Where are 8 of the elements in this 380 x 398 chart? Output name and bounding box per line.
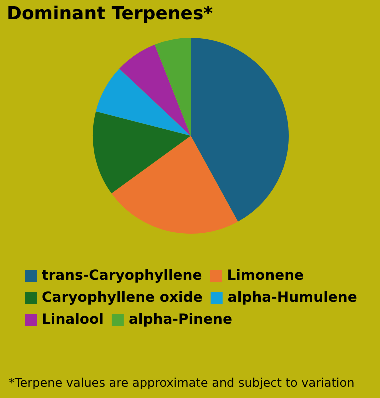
legend-label: Limonene [227, 268, 304, 284]
legend-label: Linalool [42, 312, 104, 328]
text: *Terpene values are approximate and subject to variation [9, 376, 355, 390]
legend-label: alpha-Humulene [228, 290, 358, 306]
chart-title: Dominant Terpenes* [7, 4, 214, 24]
legend-label: alpha-Pinene [128, 312, 232, 328]
legend-label: Caryophyllene oxide [42, 290, 203, 306]
legend-label: trans-Caryophyllene [42, 268, 202, 284]
